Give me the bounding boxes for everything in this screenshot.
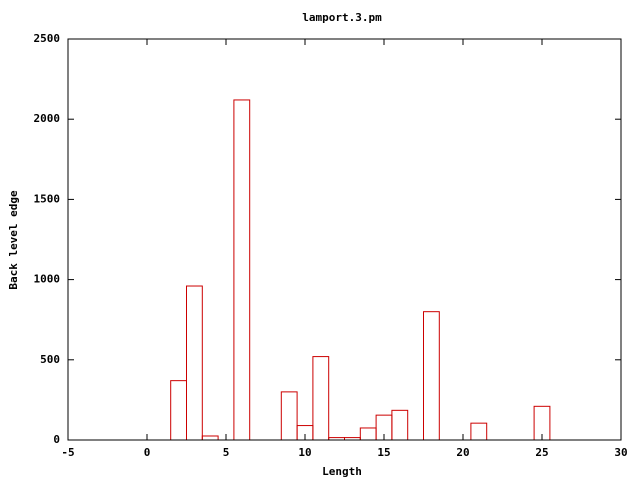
- x-tick-label: 30: [614, 446, 627, 459]
- x-axis-label: Length: [322, 465, 362, 478]
- y-tick-label: 1500: [34, 192, 61, 205]
- x-tick-label: -5: [61, 446, 74, 459]
- x-tick-label: 25: [535, 446, 548, 459]
- plot-border: [67, 38, 622, 441]
- x-tick-label: 5: [223, 446, 230, 459]
- x-tick-label: 0: [144, 446, 151, 459]
- chart-title: lamport.3.pm: [302, 11, 382, 24]
- y-tick-label: 1000: [34, 273, 61, 286]
- x-tick-label: 20: [456, 446, 469, 459]
- y-tick-label: 2000: [34, 112, 61, 125]
- x-tick-label: 15: [377, 446, 390, 459]
- y-tick-label: 0: [53, 433, 60, 446]
- y-tick-label: 500: [40, 353, 60, 366]
- x-tick-label: 10: [298, 446, 311, 459]
- y-tick-label: 2500: [34, 32, 61, 45]
- y-axis-label: Back level edge: [7, 190, 20, 290]
